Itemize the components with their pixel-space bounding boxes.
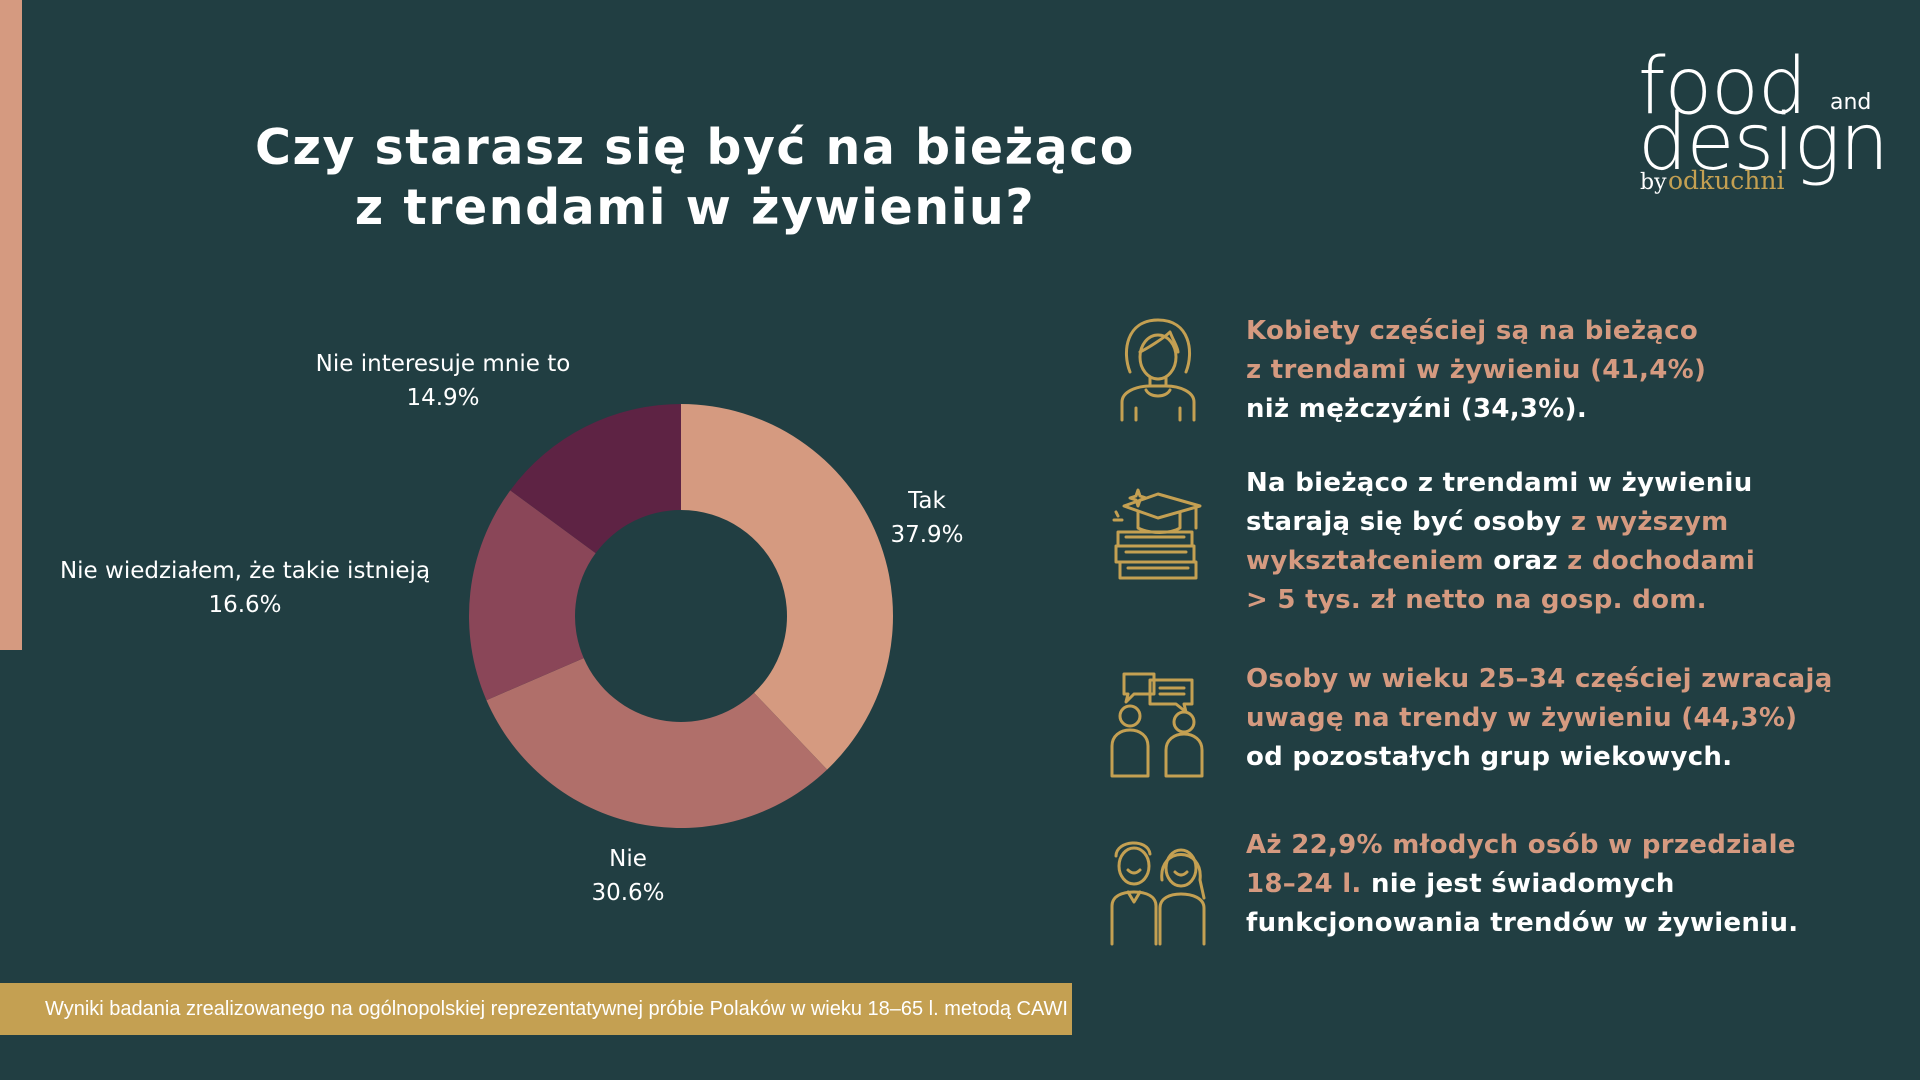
fact-text: wykształceniem: [1246, 546, 1484, 576]
donut-slice-2: [486, 658, 828, 829]
logo-word-brand: odkuchni: [1668, 166, 1785, 195]
fact-women: Kobiety częściej są na bieżąco z trendam…: [1246, 312, 1706, 429]
slice-value-label: 37.9%: [890, 522, 963, 548]
fact-line: Kobiety częściej są na bieżąco: [1246, 312, 1706, 351]
fact-text: nie jest świadomych: [1361, 869, 1675, 899]
fact-text: uwagę na trendy w żywieniu (44,3%): [1246, 703, 1798, 733]
fact-line: z trendami w żywieniu (41,4%): [1246, 351, 1706, 390]
logo-word-and: and: [1830, 90, 1872, 115]
fact-line: Aż 22,9% młodych osób w przedziale: [1246, 826, 1798, 865]
slice-value-label: 16.6%: [208, 592, 281, 618]
fact-line: wykształceniem oraz z dochodami: [1246, 542, 1755, 581]
fact-line: starają się być osoby z wyższym: [1246, 503, 1755, 542]
logo-word-by: by: [1640, 170, 1667, 195]
slice-label: Nie interesuje mnie to: [316, 351, 571, 377]
fact-age-18-24: Aż 22,9% młodych osób w przedziale 18–24…: [1246, 826, 1798, 943]
fact-text: oraz: [1483, 546, 1568, 576]
fact-line: funkcjonowania trendów w żywieniu.: [1246, 904, 1798, 943]
fact-text: Na bieżąco z trendami w żywieniu: [1246, 468, 1753, 498]
fact-line: niż mężczyźni (34,3%).: [1246, 390, 1706, 429]
fact-text: starają się być osoby: [1246, 507, 1571, 537]
woman-icon: [1120, 318, 1196, 422]
accent-bar: [0, 0, 22, 650]
footer-text: Wyniki badania zrealizowanego na ogólnop…: [45, 997, 1068, 1020]
fact-text: Osoby w wieku 25–34 częściej zwracają: [1246, 664, 1833, 694]
fact-text: Aż 22,9% młodych osób w przedziale: [1246, 830, 1796, 860]
fact-text: z dochodami: [1567, 546, 1756, 576]
slice-value-label: 14.9%: [406, 385, 479, 411]
slice-label: Nie: [609, 846, 647, 872]
page-title: Czy starasz się być na bieżąco z trendam…: [200, 118, 1190, 238]
people-chat-icon: [1110, 672, 1204, 778]
fact-line: > 5 tys. zł netto na gosp. dom.: [1246, 581, 1755, 620]
slice-label: Nie wiedziałem, że takie istnieją: [60, 558, 430, 584]
fact-age-25-34: Osoby w wieku 25–34 częściej zwracają uw…: [1246, 660, 1833, 777]
logo-word-design: design: [1638, 98, 1889, 188]
brand-logo: food and design by odkuchni: [1638, 42, 1889, 198]
donut-chart: Tak 37.9% Nie 30.6% Nie wiedziałem, że takie…: [60, 351, 964, 906]
fact-text: od pozostałych grup wiekowych.: [1246, 742, 1733, 772]
fact-line: od pozostałych grup wiekowych.: [1246, 738, 1833, 777]
fact-line: Na bieżąco z trendami w żywieniu: [1246, 464, 1755, 503]
title-line-1: Czy starasz się być na bieżąco: [255, 119, 1135, 176]
donut-slice-1: [681, 404, 894, 770]
footer-banner: Wyniki badania zrealizowanego na ogólnop…: [0, 983, 1072, 1035]
logo-word-food: food: [1638, 42, 1807, 132]
fact-line: uwagę na trendy w żywieniu (44,3%): [1246, 699, 1833, 738]
donut-slice-3: [468, 490, 596, 701]
fact-text: z wyższym: [1570, 507, 1729, 537]
fact-education: Na bieżąco z trendami w żywieniu starają…: [1246, 464, 1755, 620]
fact-line: 18–24 l. nie jest świadomych: [1246, 865, 1798, 904]
slice-value-label: 30.6%: [591, 880, 664, 906]
fact-line: Osoby w wieku 25–34 częściej zwracają: [1246, 660, 1833, 699]
donut-slice-4: [510, 404, 681, 554]
young-couple-icon: [1110, 841, 1206, 946]
title-line-2: z trendami w żywieniu?: [354, 179, 1036, 236]
fact-text: z trendami w żywieniu (41,4%): [1246, 355, 1707, 385]
fact-text: > 5 tys. zł netto na gosp. dom.: [1246, 585, 1707, 615]
fact-text: niż mężczyźni (34,3%).: [1246, 394, 1588, 424]
fact-text: funkcjonowania trendów w żywieniu.: [1246, 908, 1799, 938]
fact-text: Kobiety częściej są na bieżąco: [1246, 316, 1699, 346]
education-books-icon: [1112, 488, 1202, 580]
fact-text: 18–24 l.: [1246, 869, 1362, 899]
slice-label: Tak: [907, 488, 946, 514]
